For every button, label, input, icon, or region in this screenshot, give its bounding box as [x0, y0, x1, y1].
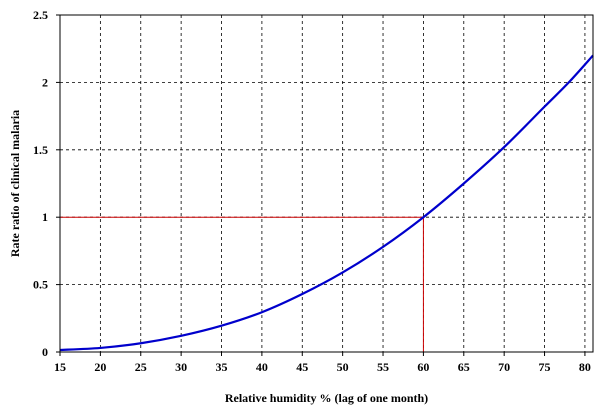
x-tick-label: 25 [135, 360, 147, 374]
x-tick-label: 65 [458, 360, 470, 374]
x-tick-label: 50 [337, 360, 349, 374]
x-tick-label: 55 [377, 360, 389, 374]
y-tick-label: 2.5 [33, 8, 48, 22]
x-tick-label: 70 [498, 360, 510, 374]
series-layer [59, 54, 594, 352]
y-axis-title: Rate ratio of clinical malaria [8, 110, 22, 257]
y-tick-label: 1 [42, 210, 48, 224]
x-tick-label: 30 [175, 360, 187, 374]
plot-frame [59, 14, 594, 353]
x-tick-label: 75 [539, 360, 551, 374]
x-tick-label: 40 [256, 360, 268, 374]
x-tick-label: 45 [296, 360, 308, 374]
series-line-0 [59, 54, 594, 352]
y-axis-ticks: 0 0.5 1 1.5 2 2.5 [33, 8, 60, 359]
y-tick-label: 1.5 [33, 143, 48, 157]
x-axis-ticks: 15 20 25 30 35 40 45 50 55 60 65 70 75 80 [54, 352, 591, 374]
reference-lines [60, 216, 424, 352]
grid [59, 14, 593, 353]
y-tick-label: 0.5 [33, 278, 48, 292]
y-tick-label: 0 [42, 345, 48, 359]
x-tick-label: 60 [417, 360, 429, 374]
x-tick-label: 80 [579, 360, 591, 374]
x-tick-label: 35 [216, 360, 228, 374]
x-tick-label: 15 [54, 360, 66, 374]
x-axis-title: Relative humidity % (lag of one month) [225, 391, 428, 405]
x-tick-label: 20 [94, 360, 106, 374]
y-tick-label: 2 [42, 75, 48, 89]
